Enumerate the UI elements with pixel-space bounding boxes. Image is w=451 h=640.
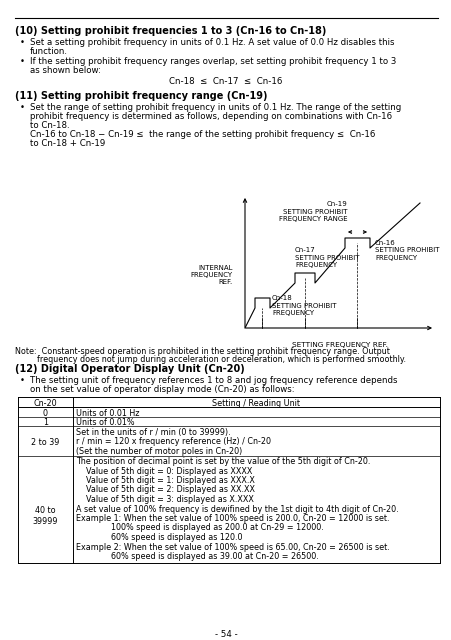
Text: 40 to
39999: 40 to 39999 — [32, 506, 58, 525]
Text: frequency does not jump during acceleration or deceleration, which is performed : frequency does not jump during accelerat… — [37, 355, 405, 364]
Text: (10) Setting prohibit frequencies 1 to 3 (Cn-16 to Cn-18): (10) Setting prohibit frequencies 1 to 3… — [15, 26, 326, 36]
Text: Value of 5th digit = 1: Displayed as XXX.X: Value of 5th digit = 1: Displayed as XXX… — [76, 476, 254, 485]
Text: Units of 0.01%: Units of 0.01% — [76, 418, 134, 427]
Text: (Set the number of motor poles in Cn-20): (Set the number of motor poles in Cn-20) — [76, 447, 242, 456]
Text: •: • — [20, 57, 25, 66]
Text: as shown below:: as shown below: — [30, 66, 101, 75]
Text: Cn-18
SETTING PROHIBIT
FREQUENCY: Cn-18 SETTING PROHIBIT FREQUENCY — [272, 295, 336, 316]
Text: to Cn-18 + Cn-19: to Cn-18 + Cn-19 — [30, 139, 105, 148]
Text: If the setting prohibit frequency ranges overlap, set setting prohibit frequency: If the setting prohibit frequency ranges… — [30, 57, 396, 66]
Text: on the set value of operator display mode (Cn-20) as follows:: on the set value of operator display mod… — [30, 385, 294, 394]
Text: 100% speed is displayed as 200.0 at Cn-29 = 12000.: 100% speed is displayed as 200.0 at Cn-2… — [76, 524, 323, 532]
Text: The setting unit of frequency references 1 to 8 and jog frequency reference depe: The setting unit of frequency references… — [30, 376, 396, 385]
Text: Set in the units of r / min (0 to 39999).: Set in the units of r / min (0 to 39999)… — [76, 428, 230, 436]
Text: A set value of 100% frequency is dewifined by the 1st digit to 4th digit of Cn-2: A set value of 100% frequency is dewifin… — [76, 504, 398, 513]
Text: prohibit frequency is determined as follows, depending on combinations with Cn-1: prohibit frequency is determined as foll… — [30, 112, 391, 121]
Text: Cn-19
SETTING PROHIBIT
FREQUENCY RANGE: Cn-19 SETTING PROHIBIT FREQUENCY RANGE — [278, 201, 347, 222]
Text: Cn-17
SETTING PROHIBIT
FREQUENCY: Cn-17 SETTING PROHIBIT FREQUENCY — [295, 247, 359, 268]
Text: Set a setting prohibit frequency in units of 0.1 Hz. A set value of 0.0 Hz disab: Set a setting prohibit frequency in unit… — [30, 38, 394, 47]
Text: Units of 0.01 Hz: Units of 0.01 Hz — [76, 408, 139, 417]
Text: The position of decimal point is set by the value of the 5th digit of Cn-20.: The position of decimal point is set by … — [76, 457, 369, 466]
Text: (12) Digital Operator Display Unit (Cn-20): (12) Digital Operator Display Unit (Cn-2… — [15, 364, 244, 374]
Text: INTERNAL
FREQUENCY
REF.: INTERNAL FREQUENCY REF. — [190, 264, 232, 285]
Text: •: • — [20, 38, 25, 47]
Text: 60% speed is displayed as 39.00 at Cn-20 = 26500.: 60% speed is displayed as 39.00 at Cn-20… — [76, 552, 318, 561]
Text: function.: function. — [30, 47, 68, 56]
Text: Value of 5th digit = 0: Displayed as XXXX: Value of 5th digit = 0: Displayed as XXX… — [76, 467, 252, 476]
Text: •: • — [20, 103, 25, 112]
Text: Cn-16 to Cn-18 − Cn-19 ≤  the range of the setting prohibit frequency ≤  Cn-16: Cn-16 to Cn-18 − Cn-19 ≤ the range of th… — [30, 130, 374, 139]
Text: - 54 -: - 54 - — [214, 630, 237, 639]
Text: to Cn-18.: to Cn-18. — [30, 121, 69, 130]
Text: 1: 1 — [43, 418, 48, 427]
Text: 2 to 39: 2 to 39 — [31, 438, 60, 447]
Text: Value of 5th digit = 3: displayed as X.XXX: Value of 5th digit = 3: displayed as X.X… — [76, 495, 253, 504]
Text: Set the range of setting prohibit frequency in units of 0.1 Hz. The range of the: Set the range of setting prohibit freque… — [30, 103, 400, 112]
Text: (11) Setting prohibit frequency range (Cn-19): (11) Setting prohibit frequency range (C… — [15, 91, 267, 101]
Text: 60% speed is displayed as 120.0: 60% speed is displayed as 120.0 — [76, 533, 242, 542]
Text: •: • — [20, 376, 25, 385]
Text: r / min = 120 x frequency reference (Hz) / Cn-20: r / min = 120 x frequency reference (Hz)… — [76, 437, 271, 446]
Text: Example 1: When the set value of 100% speed is 200.0, Cn-20 = 12000 is set.: Example 1: When the set value of 100% sp… — [76, 514, 389, 523]
Text: Cn-16
SETTING PROHIBIT
FREQUENCY: Cn-16 SETTING PROHIBIT FREQUENCY — [374, 240, 438, 261]
Text: Note:  Constant-speed operation is prohibited in the setting prohibit frequency : Note: Constant-speed operation is prohib… — [15, 347, 389, 356]
Text: 0: 0 — [43, 408, 48, 417]
Text: Example 2: When the set value of 100% speed is 65.00, Cn-20 = 26500 is set.: Example 2: When the set value of 100% sp… — [76, 543, 389, 552]
Text: SETTING FREQUENCY REF.: SETTING FREQUENCY REF. — [291, 342, 387, 348]
Text: Cn-18  ≤  Cn-17  ≤  Cn-16: Cn-18 ≤ Cn-17 ≤ Cn-16 — [169, 77, 282, 86]
Text: Cn-20: Cn-20 — [34, 399, 57, 408]
Text: Value of 5th digit = 2: Displayed as XX.XX: Value of 5th digit = 2: Displayed as XX.… — [76, 486, 254, 495]
Text: Setting / Reading Unit: Setting / Reading Unit — [212, 399, 300, 408]
